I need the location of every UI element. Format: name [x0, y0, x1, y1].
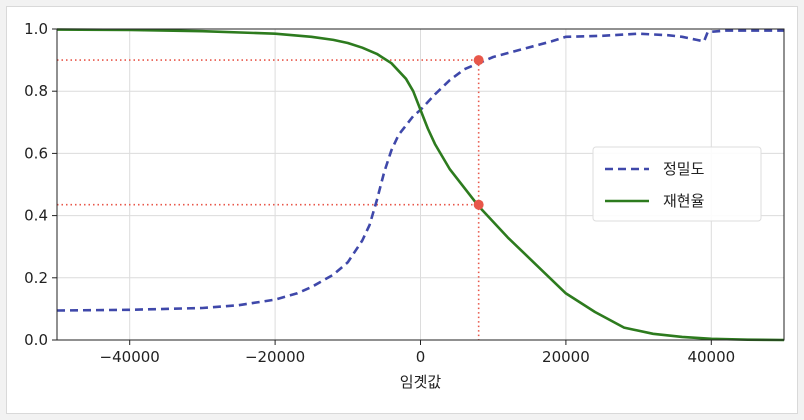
y-tick-label: 0.8: [24, 82, 48, 100]
x-tick-label: −20000: [245, 348, 305, 366]
y-tick-label: 0.2: [24, 269, 48, 287]
chart-frame: −40000 −20000 0 20000 40000 0.0 0.2 0.4 0.6 0.8 1.…: [6, 6, 798, 414]
series-lines: [56, 28, 785, 342]
precision-recall-chart: −40000 −20000 0 20000 40000 0.0 0.2 0.4 0.6 0.8 1.…: [24, 20, 785, 391]
recall-series-line: [56, 28, 785, 342]
y-tick-label: 0.4: [24, 207, 48, 225]
x-axis-title: 임곗값: [400, 373, 442, 391]
axis-ticks: −40000 −20000 0 20000 40000 0.0 0.2 0.4 0.6 0.8 1.…: [24, 20, 735, 366]
recall-threshold-point: [473, 199, 484, 210]
x-tick-label: −40000: [100, 348, 160, 366]
legend-box: [592, 146, 762, 222]
y-tick-label: 1.0: [24, 20, 48, 38]
x-tick-label: 40000: [687, 348, 735, 366]
precision-threshold-point: [473, 55, 484, 66]
legend-precision-label: 정밀도: [663, 160, 705, 178]
legend-recall-label: 재현율: [663, 192, 704, 210]
y-tick-label: 0.6: [24, 144, 48, 162]
threshold-highlight: [57, 59, 480, 340]
x-tick-label: 0: [416, 348, 426, 366]
x-tick-label: 20000: [542, 348, 590, 366]
y-tick-label: 0.0: [24, 331, 48, 349]
